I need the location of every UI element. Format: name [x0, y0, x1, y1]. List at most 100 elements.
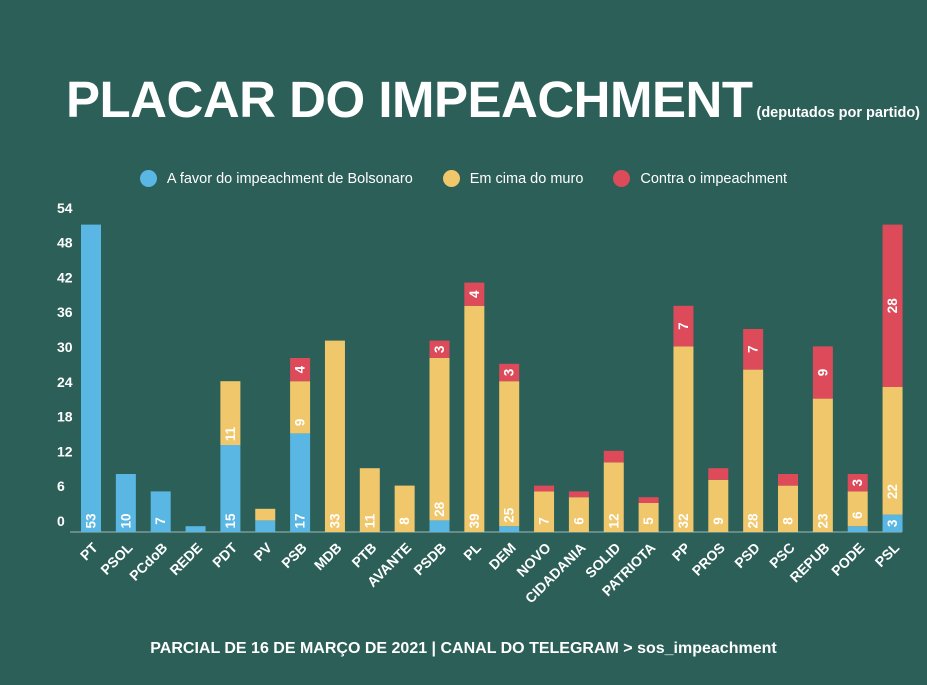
x-tick-label-psl: PSL [872, 539, 903, 570]
bar-psb-series-1 [290, 381, 311, 434]
bar-value-pode-series-1: 6 [850, 511, 865, 519]
bar-value-pt-series-0: 53 [84, 513, 99, 529]
bar-psc-series-2 [778, 474, 798, 486]
y-tick-label-42: 42 [57, 269, 73, 285]
bar-pros-series-1 [708, 479, 729, 532]
bar-pode-series-2 [847, 474, 868, 492]
legend-swatch-favor [139, 170, 157, 187]
chart-title-block: PLACAR DO IMPEACHMENT (deputados por part… [66, 70, 920, 129]
bar-psb-series-0 [290, 433, 311, 532]
bar-mdb-series-1 [324, 340, 345, 532]
bar-value-pdt-series-0: 15 [223, 513, 238, 529]
bar-pv-series-1 [255, 508, 276, 521]
bar-value-psc-series-1: 8 [781, 517, 796, 525]
legend-item-favor: A favor do impeachment de Bolsonaro [139, 170, 413, 187]
x-tick-label-ptb: PTB [348, 539, 379, 570]
legend-item-contra: Contra o impeachment [613, 170, 787, 187]
bar-avante-series-1 [394, 485, 415, 532]
bar-value-psdb-series-1: 28 [432, 501, 447, 517]
bar-pp-series-1 [673, 346, 694, 532]
footer-caption: PARCIAL DE 16 DE MARÇO DE 2021 | CANAL D… [150, 640, 777, 657]
bar-ptb-series-1 [359, 468, 380, 532]
bar-value-pl-series-2: 4 [467, 290, 482, 298]
bar-dem-series-1 [499, 381, 520, 527]
bar-dem-series-2 [499, 363, 520, 382]
bar-psdb-series-0 [429, 520, 450, 532]
x-tick-label-pl: PL [460, 539, 484, 563]
chart-subtitle: (deputados por partido) [756, 105, 921, 121]
x-tick-label-pros: PROS [689, 539, 728, 578]
bar-psd-series-1 [743, 369, 764, 532]
x-tick-label-pv: PV [250, 539, 275, 564]
bar-pros-series-2 [708, 468, 729, 480]
x-tick-label-psd: PSD [731, 539, 763, 571]
y-tick-label-6: 6 [57, 478, 65, 494]
y-tick-label-36: 36 [57, 304, 73, 320]
bar-value-psb-series-2: 4 [293, 365, 308, 373]
y-tick-label-30: 30 [57, 339, 73, 355]
bar-value-psl-series-0: 3 [885, 519, 900, 527]
bar-psl-series-2 [882, 224, 903, 387]
legend-label-muro: Em cima do muro [469, 170, 584, 187]
bar-patriota-series-1 [638, 503, 659, 532]
bar-psd-series-2 [743, 329, 764, 370]
x-tick-label-pdt: PDT [209, 539, 240, 570]
bar-value-cidadania-series-1: 6 [571, 517, 586, 525]
bar-value-repub-series-1: 23 [815, 513, 830, 529]
bar-pv-series-0 [255, 520, 276, 532]
bar-pl-series-1 [464, 305, 485, 532]
bar-value-psb-series-0: 17 [293, 513, 308, 528]
x-tick-label-pcdob: PCdoB [126, 539, 170, 583]
bar-value-pdt-series-1: 11 [223, 426, 238, 441]
bar-value-psd-series-2: 7 [746, 346, 761, 354]
y-tick-label-24: 24 [57, 374, 73, 390]
bar-value-dem-series-1: 25 [502, 507, 517, 523]
bar-value-pros-series-1: 9 [711, 517, 726, 525]
y-tick-label-12: 12 [57, 443, 73, 459]
bar-value-avante-series-1: 8 [397, 517, 412, 525]
bar-value-psd-series-1: 28 [746, 513, 761, 529]
bar-rede-series-0 [185, 526, 206, 532]
y-tick-label-0: 0 [57, 513, 65, 529]
x-tick-label-rede: REDE [166, 539, 205, 578]
bar-value-psol-series-0: 10 [118, 513, 133, 528]
bar-pdt-series-0 [220, 445, 241, 532]
y-tick-label-48: 48 [57, 235, 73, 251]
bar-psdb-series-2 [429, 340, 450, 358]
bar-solid-series-2 [603, 450, 624, 463]
bar-cidadania-series-2 [568, 491, 589, 498]
legend-swatch-contra [613, 170, 631, 187]
bar-value-pcdob-series-0: 7 [153, 517, 168, 525]
x-tick-label-psdb: PSDB [410, 539, 449, 578]
bar-value-novo-series-1: 7 [537, 517, 552, 525]
bar-value-mdb-series-1: 33 [327, 513, 342, 529]
bar-value-pp-series-2: 7 [676, 322, 691, 330]
bar-cidadania-series-1 [568, 497, 589, 532]
x-tick-label-pode: PODE [828, 539, 867, 578]
x-tick-label-psb: PSB [278, 539, 310, 571]
x-tick-label-mdb: MDB [311, 539, 345, 573]
bar-pdt-series-1 [220, 381, 241, 445]
bar-value-repub-series-2: 9 [815, 369, 830, 377]
bar-value-psb-series-1: 9 [293, 419, 308, 427]
y-tick-label-18: 18 [57, 409, 73, 425]
bar-repub-series-2 [812, 346, 833, 399]
bar-value-solid-series-1: 12 [606, 513, 621, 528]
legend-label-contra: Contra o impeachment [640, 170, 788, 187]
bar-pode-series-1 [847, 491, 868, 527]
bar-value-pp-series-1: 32 [676, 513, 691, 528]
legend-label-favor: A favor do impeachment de Bolsonaro [166, 170, 413, 187]
bar-pt-series-0 [81, 224, 101, 532]
bar-pode-series-0 [847, 526, 868, 532]
legend-swatch-muro [442, 170, 460, 187]
bar-psb-series-2 [290, 358, 311, 382]
bar-value-pode-series-2: 3 [850, 478, 865, 486]
bar-value-psl-series-1: 22 [885, 484, 900, 499]
bar-repub-series-1 [812, 398, 833, 532]
bar-pl-series-2 [464, 282, 485, 306]
y-tick-label-54: 54 [57, 200, 73, 216]
bar-novo-series-2 [534, 485, 555, 492]
bar-psl-series-1 [882, 387, 903, 515]
bar-value-psl-series-2: 28 [885, 298, 900, 314]
